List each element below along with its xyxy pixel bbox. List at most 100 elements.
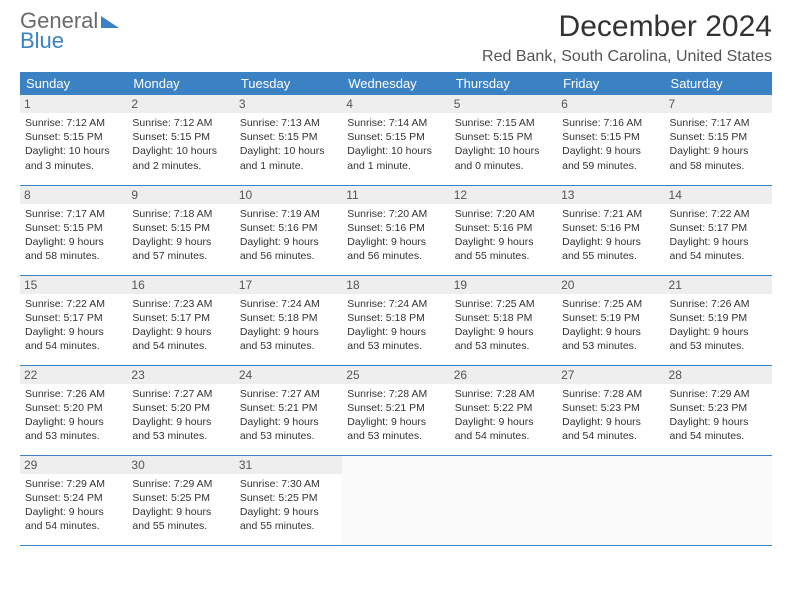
detail-line: Sunset: 5:20 PM: [132, 401, 229, 415]
detail-line: Daylight: 9 hours: [240, 325, 337, 339]
detail-line: Daylight: 9 hours: [25, 415, 122, 429]
detail-line: Daylight: 9 hours: [132, 505, 229, 519]
day-number: 8: [20, 186, 127, 204]
detail-line: Sunset: 5:16 PM: [455, 221, 552, 235]
day-details: Sunrise: 7:29 AMSunset: 5:23 PMDaylight:…: [670, 387, 767, 444]
day-details: Sunrise: 7:26 AMSunset: 5:19 PMDaylight:…: [670, 297, 767, 354]
detail-line: Sunset: 5:23 PM: [562, 401, 659, 415]
detail-line: and 55 minutes.: [455, 249, 552, 263]
calendar-cell: 30Sunrise: 7:29 AMSunset: 5:25 PMDayligh…: [127, 455, 234, 545]
day-number: 24: [235, 366, 342, 384]
detail-line: Sunrise: 7:12 AM: [132, 116, 229, 130]
day-details: Sunrise: 7:25 AMSunset: 5:18 PMDaylight:…: [455, 297, 552, 354]
calendar-cell: 21Sunrise: 7:26 AMSunset: 5:19 PMDayligh…: [665, 275, 772, 365]
page-header: General Blue December 2024 Red Bank, Sou…: [20, 10, 772, 66]
day-details: Sunrise: 7:26 AMSunset: 5:20 PMDaylight:…: [25, 387, 122, 444]
detail-line: and 53 minutes.: [347, 339, 444, 353]
detail-line: Sunrise: 7:30 AM: [240, 477, 337, 491]
detail-line: Sunset: 5:15 PM: [132, 221, 229, 235]
day-number: 16: [127, 276, 234, 294]
day-number: 17: [235, 276, 342, 294]
day-number: 1: [20, 95, 127, 113]
detail-line: Sunset: 5:16 PM: [240, 221, 337, 235]
day-details: Sunrise: 7:29 AMSunset: 5:24 PMDaylight:…: [25, 477, 122, 534]
detail-line: Sunset: 5:19 PM: [562, 311, 659, 325]
day-details: Sunrise: 7:16 AMSunset: 5:15 PMDaylight:…: [562, 116, 659, 173]
calendar-cell: 17 Sunrise: 7:24 AMSunset: 5:18 PMDayligh…: [235, 275, 342, 365]
day-number: 30: [127, 456, 234, 474]
detail-line: and 58 minutes.: [670, 159, 767, 173]
detail-line: Sunrise: 7:29 AM: [25, 477, 122, 491]
detail-line: Sunrise: 7:16 AM: [562, 116, 659, 130]
detail-line: Sunrise: 7:25 AM: [562, 297, 659, 311]
calendar-cell: 14Sunrise: 7:22 AMSunset: 5:17 PMDayligh…: [665, 185, 772, 275]
calendar-cell: 16Sunrise: 7:23 AMSunset: 5:17 PMDayligh…: [127, 275, 234, 365]
detail-line: Sunset: 5:15 PM: [132, 130, 229, 144]
detail-line: and 1 minute.: [240, 159, 337, 173]
day-details: Sunrise: 7:17 AMSunset: 5:15 PMDaylight:…: [670, 116, 767, 173]
day-number: 22: [20, 366, 127, 384]
detail-line: Sunrise: 7:27 AM: [132, 387, 229, 401]
detail-line: Sunrise: 7:23 AM: [132, 297, 229, 311]
detail-line: Sunset: 5:18 PM: [347, 311, 444, 325]
detail-line: and 54 minutes.: [670, 249, 767, 263]
calendar-cell: 3Sunrise: 7:13 AMSunset: 5:15 PMDaylight…: [235, 95, 342, 185]
day-number: 9: [127, 186, 234, 204]
detail-line: Daylight: 9 hours: [25, 235, 122, 249]
month-title: December 2024: [482, 10, 772, 44]
day-number: 2: [127, 95, 234, 113]
detail-line: Sunrise: 7:15 AM: [455, 116, 552, 130]
detail-line: Sunrise: 7:20 AM: [347, 207, 444, 221]
day-number: 18: [342, 276, 449, 294]
calendar-cell: 1Sunrise: 7:12 AMSunset: 5:15 PMDaylight…: [20, 95, 127, 185]
day-details: Sunrise: 7:24 AMSunset: 5:18 PMDaylight:…: [240, 297, 337, 354]
detail-line: and 53 minutes.: [347, 429, 444, 443]
detail-line: Sunset: 5:17 PM: [25, 311, 122, 325]
calendar-cell: 20Sunrise: 7:25 AMSunset: 5:19 PMDayligh…: [557, 275, 664, 365]
detail-line: Sunset: 5:22 PM: [455, 401, 552, 415]
calendar-cell: 31Sunrise: 7:30 AMSunset: 5:25 PMDayligh…: [235, 455, 342, 545]
calendar-row: 1Sunrise: 7:12 AMSunset: 5:15 PMDaylight…: [20, 95, 772, 185]
detail-line: Sunset: 5:15 PM: [25, 130, 122, 144]
calendar-cell: [557, 455, 664, 545]
detail-line: Daylight: 9 hours: [670, 415, 767, 429]
day-details: Sunrise: 7:21 AMSunset: 5:16 PMDaylight:…: [562, 207, 659, 264]
detail-line: Sunrise: 7:24 AM: [240, 297, 337, 311]
detail-line: Daylight: 9 hours: [562, 144, 659, 158]
detail-line: Sunset: 5:15 PM: [455, 130, 552, 144]
day-details: Sunrise: 7:14 AMSunset: 5:15 PMDaylight:…: [347, 116, 444, 173]
detail-line: Sunrise: 7:22 AM: [25, 297, 122, 311]
detail-line: Daylight: 10 hours: [132, 144, 229, 158]
calendar-cell: 4Sunrise: 7:14 AMSunset: 5:15 PMDaylight…: [342, 95, 449, 185]
detail-line: Daylight: 9 hours: [670, 325, 767, 339]
detail-line: Sunset: 5:15 PM: [670, 130, 767, 144]
detail-line: Sunrise: 7:24 AM: [347, 297, 444, 311]
detail-line: Sunset: 5:24 PM: [25, 491, 122, 505]
calendar-cell: [342, 455, 449, 545]
calendar-cell: 12Sunrise: 7:20 AMSunset: 5:16 PMDayligh…: [450, 185, 557, 275]
day-number: 20: [557, 276, 664, 294]
day-details: Sunrise: 7:27 AMSunset: 5:21 PMDaylight:…: [240, 387, 337, 444]
detail-line: Sunset: 5:20 PM: [25, 401, 122, 415]
calendar-cell: 2 Sunrise: 7:12 AMSunset: 5:15 PMDaylight…: [127, 95, 234, 185]
calendar-row: 22 Sunrise: 7:26 AMSunset: 5:20 PMDayligh…: [20, 365, 772, 455]
calendar-cell: 19Sunrise: 7:25 AMSunset: 5:18 PMDayligh…: [450, 275, 557, 365]
detail-line: Sunset: 5:15 PM: [562, 130, 659, 144]
detail-line: Daylight: 9 hours: [455, 325, 552, 339]
location-text: Red Bank, South Carolina, United States: [482, 48, 772, 66]
day-number: 14: [665, 186, 772, 204]
detail-line: Sunrise: 7:29 AM: [132, 477, 229, 491]
detail-line: Daylight: 9 hours: [347, 325, 444, 339]
detail-line: Sunrise: 7:26 AM: [670, 297, 767, 311]
detail-line: Daylight: 9 hours: [347, 415, 444, 429]
detail-line: and 53 minutes.: [132, 429, 229, 443]
detail-line: Daylight: 10 hours: [347, 144, 444, 158]
detail-line: and 55 minutes.: [562, 249, 659, 263]
day-details: Sunrise: 7:30 AMSunset: 5:25 PMDaylight:…: [240, 477, 337, 534]
detail-line: and 59 minutes.: [562, 159, 659, 173]
day-number: 10: [235, 186, 342, 204]
detail-line: Sunset: 5:15 PM: [240, 130, 337, 144]
day-header: Wednesday: [342, 72, 449, 95]
day-header: Tuesday: [235, 72, 342, 95]
day-details: Sunrise: 7:28 AMSunset: 5:21 PMDaylight:…: [347, 387, 444, 444]
